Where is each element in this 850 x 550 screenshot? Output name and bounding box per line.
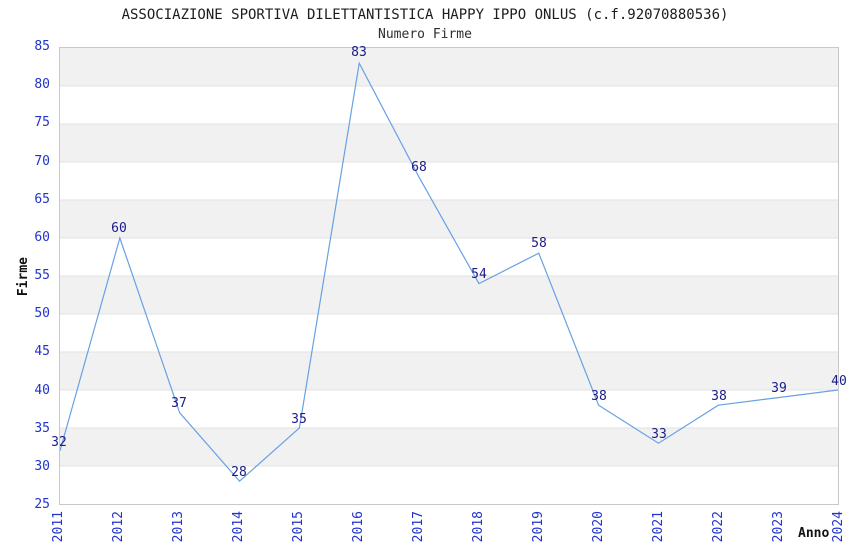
data-point-label: 38	[591, 388, 607, 404]
plot-band	[60, 428, 838, 466]
y-tick-label: 60	[34, 229, 50, 245]
x-tick-label: 2012	[111, 511, 126, 543]
data-point-label: 60	[111, 220, 127, 236]
y-tick-label: 80	[34, 77, 50, 93]
y-tick-label: 70	[34, 153, 50, 169]
series-line	[60, 61, 838, 483]
y-tick-label: 85	[34, 39, 50, 54]
data-point-label: 83	[351, 45, 367, 61]
y-tick-label: 45	[34, 344, 50, 360]
chart-subtitle: Numero Firme	[378, 27, 472, 42]
data-point-label: 32	[51, 434, 67, 450]
x-tick-label: 2022	[711, 511, 726, 543]
y-tick-label: 25	[34, 497, 50, 512]
x-tick-label: 2021	[651, 511, 666, 543]
plot-band	[60, 276, 838, 314]
plot-band	[60, 124, 838, 162]
data-point-label: 35	[291, 411, 307, 427]
data-point-label: 33	[651, 426, 667, 442]
x-tick-label: 2023	[771, 511, 786, 543]
data-point-label: 39	[771, 381, 787, 397]
line-series-svg	[60, 48, 838, 483]
data-point-label: 28	[231, 465, 247, 481]
x-tick-label: 2020	[591, 511, 606, 543]
x-tick-label: 2013	[171, 511, 186, 543]
x-axis-title: Anno	[798, 526, 830, 541]
y-tick-label: 50	[34, 306, 50, 322]
data-point-label: 37	[171, 396, 187, 412]
plot-band	[60, 200, 838, 239]
y-tick-label: 65	[34, 191, 50, 207]
data-point-label: 58	[531, 236, 547, 252]
data-point-label: 38	[711, 388, 727, 404]
y-tick-label: 55	[34, 268, 50, 283]
y-tick-label: 30	[34, 458, 50, 474]
x-tick-label: 2016	[351, 511, 366, 543]
chart-title: ASSOCIAZIONE SPORTIVA DILETTANTISTICA HA…	[121, 7, 729, 23]
y-tick-label: 35	[34, 420, 50, 436]
x-tick-label: 2024	[831, 511, 846, 543]
y-tick-label: 40	[34, 382, 50, 398]
x-tick-label: 2018	[471, 511, 486, 543]
plot-band	[60, 352, 838, 390]
data-point-label: 54	[471, 266, 487, 282]
x-tick-label: 2011	[51, 511, 66, 543]
data-point-label: 68	[411, 159, 427, 175]
plot-band	[60, 48, 838, 86]
x-tick-label: 2014	[231, 511, 246, 543]
x-tick-label: 2017	[411, 511, 426, 543]
plot-area	[59, 47, 839, 505]
x-tick-label: 2015	[291, 511, 306, 543]
y-tick-label: 75	[34, 115, 50, 131]
x-tick-label: 2019	[531, 511, 546, 543]
data-point-label: 40	[831, 373, 847, 389]
